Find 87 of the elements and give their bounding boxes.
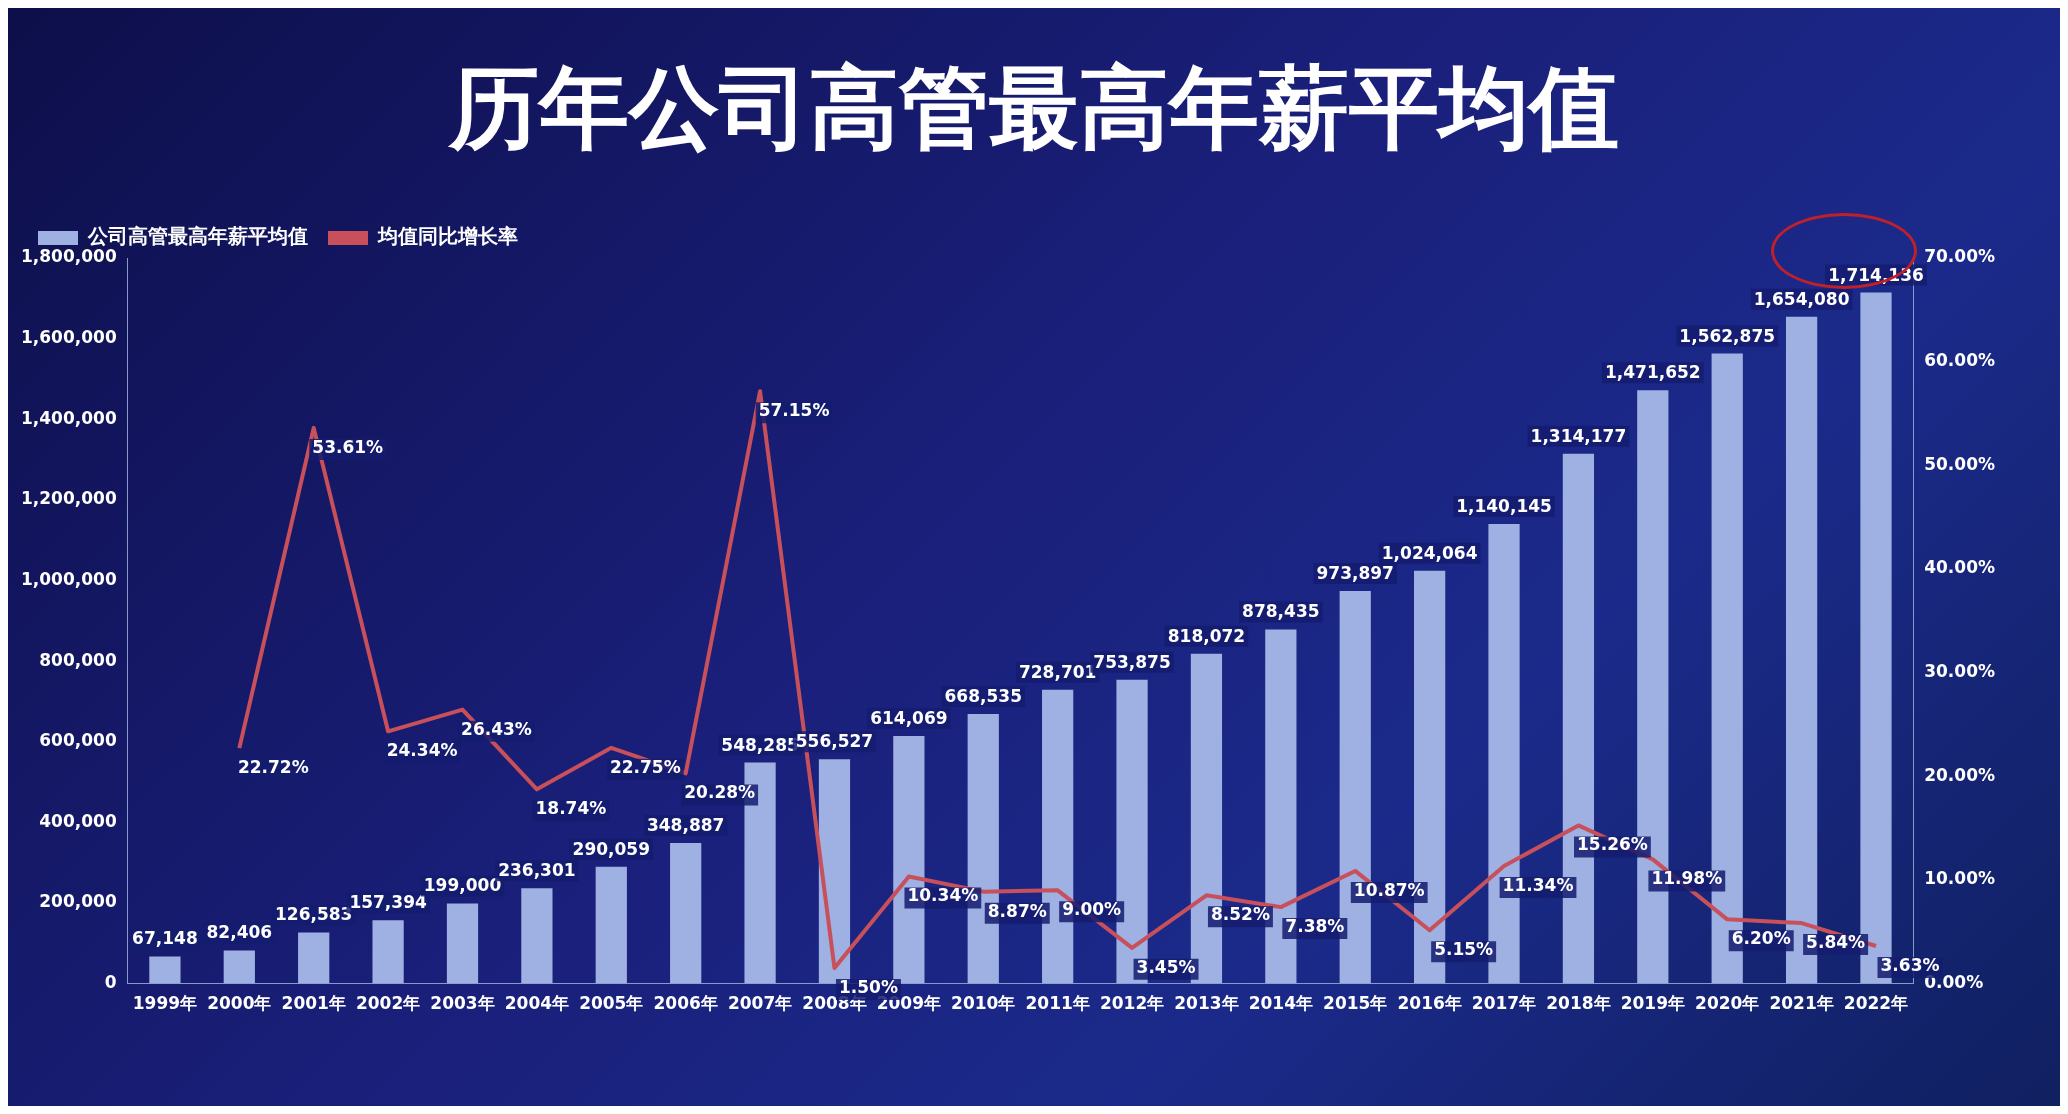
data-label: 1.50%: [838, 976, 898, 997]
legend-label: 均值同比增长率: [377, 224, 518, 249]
y-tick-label: 1,200,000: [21, 488, 117, 509]
x-tick-label: 2013年: [1174, 993, 1239, 1014]
data-label: 199,000: [423, 875, 502, 896]
data-label: 1,654,080: [1753, 288, 1850, 309]
data-label: 24.34%: [386, 740, 458, 761]
data-label: 6.20%: [1731, 928, 1791, 949]
data-label: 3.45%: [1136, 956, 1196, 977]
x-tick-label: 2014年: [1248, 993, 1313, 1014]
data-label: 67,148: [132, 928, 198, 949]
data-label: 157,394: [349, 892, 427, 913]
chart-title: 历年公司高管最高年薪平均值: [447, 54, 1620, 162]
data-label: 753,875: [1093, 651, 1171, 672]
x-tick-label: 2015年: [1323, 993, 1388, 1014]
y-tick-label: 1,600,000: [21, 327, 117, 348]
x-tick-label: 2003年: [430, 993, 495, 1014]
data-label: 1,140,145: [1456, 495, 1552, 516]
y-tick-label: 1,800,000: [21, 246, 117, 267]
data-label: 82,406: [206, 922, 273, 943]
data-label: 556,527: [795, 731, 874, 752]
data-label: 818,072: [1167, 625, 1246, 646]
x-tick-label: 2001年: [281, 993, 346, 1014]
data-label: 1,024,064: [1381, 542, 1478, 563]
data-label: 1,471,652: [1604, 362, 1701, 383]
data-label: 8.87%: [987, 900, 1047, 921]
y2-tick-label: 70.00%: [1924, 246, 1996, 267]
x-tick-label: 2007年: [727, 993, 793, 1014]
data-label: 668,535: [944, 686, 1022, 707]
y2-tick-label: 50.00%: [1924, 453, 1996, 474]
data-label: 22.75%: [609, 756, 681, 777]
data-label: 26.43%: [461, 718, 532, 739]
y-tick-label: 800,000: [39, 649, 117, 670]
data-label: 7.38%: [1285, 916, 1345, 937]
y2-tick-label: 30.00%: [1924, 661, 1996, 682]
x-tick-label: 2021年: [1769, 993, 1834, 1014]
x-tick-label: 2004年: [504, 993, 570, 1014]
data-label: 5.15%: [1434, 939, 1494, 960]
x-tick-label: 2005年: [579, 993, 644, 1014]
data-label: 10.34%: [907, 885, 979, 906]
data-label: 728,701: [1018, 661, 1097, 682]
legend-label: 公司高管最高年薪平均值: [87, 224, 308, 249]
y-tick-label: 200,000: [39, 891, 117, 912]
data-label: 8.52%: [1210, 904, 1270, 925]
x-tick-label: 2002年: [355, 993, 421, 1014]
y-tick-label: 1,400,000: [21, 407, 117, 428]
y2-tick-label: 10.00%: [1924, 868, 1996, 889]
x-tick-label: 2016年: [1397, 993, 1462, 1014]
data-label: 973,897: [1316, 562, 1394, 583]
data-label: 290,059: [572, 838, 650, 859]
data-label: 53.61%: [312, 436, 384, 457]
data-label: 348,887: [646, 814, 725, 835]
data-label: 10.87%: [1353, 879, 1425, 900]
data-label: 614,069: [870, 707, 948, 728]
data-label: 236,301: [498, 860, 576, 881]
data-label: 18.74%: [535, 798, 607, 819]
data-label: 22.72%: [237, 757, 309, 778]
y-tick-label: 600,000: [39, 730, 117, 751]
x-tick-label: 2010年: [951, 993, 1016, 1014]
y-tick-label: 0: [104, 972, 117, 993]
y2-tick-label: 20.00%: [1924, 764, 1996, 785]
data-label: 11.34%: [1502, 874, 1574, 895]
x-tick-label: 2019年: [1620, 993, 1685, 1014]
data-label: 1,314,177: [1530, 425, 1627, 446]
x-tick-label: 2012年: [1099, 993, 1165, 1014]
y2-tick-label: 60.00%: [1924, 350, 1996, 371]
data-label: 11.98%: [1651, 868, 1723, 889]
x-tick-label: 2018年: [1546, 993, 1611, 1014]
y-tick-label: 1,000,000: [21, 568, 117, 589]
x-tick-label: 2011年: [1025, 993, 1090, 1014]
data-label: 20.28%: [684, 782, 756, 803]
data-label: 3.63%: [1880, 954, 1940, 975]
x-tick-label: 2017年: [1471, 993, 1537, 1014]
data-label: 1,562,875: [1679, 325, 1776, 346]
data-label: 15.26%: [1577, 834, 1648, 855]
data-label: 57.15%: [758, 400, 830, 421]
x-tick-label: 2020年: [1695, 993, 1760, 1014]
x-tick-label: 2006年: [653, 993, 718, 1014]
y2-tick-label: 0.00%: [1924, 972, 1984, 993]
x-tick-label: 2022年: [1843, 993, 1909, 1014]
data-label: 878,435: [1242, 601, 1320, 622]
x-tick-label: 1999年: [132, 993, 198, 1014]
data-label: 9.00%: [1062, 899, 1122, 920]
y-tick-label: 400,000: [39, 810, 117, 831]
data-label: 5.84%: [1806, 931, 1866, 952]
x-tick-label: 2000年: [207, 993, 272, 1014]
y2-tick-label: 40.00%: [1924, 557, 1996, 578]
